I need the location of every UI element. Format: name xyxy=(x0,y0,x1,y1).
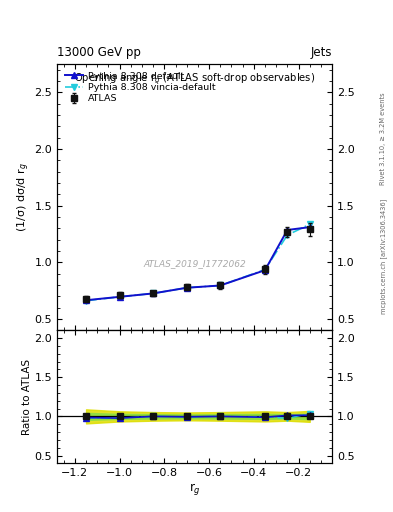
Text: Opening angle r$_g$ (ATLAS soft-drop observables): Opening angle r$_g$ (ATLAS soft-drop obs… xyxy=(74,72,315,87)
Y-axis label: (1/σ) dσ/d r$_g$: (1/σ) dσ/d r$_g$ xyxy=(15,162,31,232)
Pythia 8.308 default xyxy=(84,297,88,303)
Text: 13000 GeV pp: 13000 GeV pp xyxy=(57,46,141,59)
Text: mcplots.cern.ch [arXiv:1306.3436]: mcplots.cern.ch [arXiv:1306.3436] xyxy=(380,198,387,314)
Line: Pythia 8.308 default: Pythia 8.308 default xyxy=(83,224,313,304)
Pythia 8.308 default xyxy=(151,290,156,296)
Pythia 8.308 vincia-default xyxy=(84,297,88,304)
Text: Rivet 3.1.10, ≥ 3.2M events: Rivet 3.1.10, ≥ 3.2M events xyxy=(380,92,386,184)
Pythia 8.308 vincia-default xyxy=(218,283,222,289)
Pythia 8.308 vincia-default xyxy=(151,290,156,296)
Pythia 8.308 vincia-default xyxy=(184,285,189,291)
Line: Pythia 8.308 vincia-default: Pythia 8.308 vincia-default xyxy=(83,221,313,304)
X-axis label: r$_g$: r$_g$ xyxy=(189,481,200,497)
Pythia 8.308 default xyxy=(263,267,267,273)
Pythia 8.308 vincia-default xyxy=(285,232,290,238)
Text: ATLAS_2019_I1772062: ATLAS_2019_I1772062 xyxy=(143,259,246,268)
Pythia 8.308 vincia-default xyxy=(307,221,312,227)
Y-axis label: Ratio to ATLAS: Ratio to ATLAS xyxy=(22,359,31,435)
Pythia 8.308 vincia-default xyxy=(117,294,122,300)
Legend: Pythia 8.308 default, Pythia 8.308 vincia-default, ATLAS: Pythia 8.308 default, Pythia 8.308 vinci… xyxy=(62,69,219,106)
Pythia 8.308 default xyxy=(117,294,122,300)
Text: Jets: Jets xyxy=(310,46,332,59)
Pythia 8.308 default xyxy=(184,285,189,291)
Pythia 8.308 vincia-default xyxy=(263,267,267,273)
Pythia 8.308 default xyxy=(218,283,222,289)
Pythia 8.308 default xyxy=(307,224,312,230)
Pythia 8.308 default xyxy=(285,227,290,233)
